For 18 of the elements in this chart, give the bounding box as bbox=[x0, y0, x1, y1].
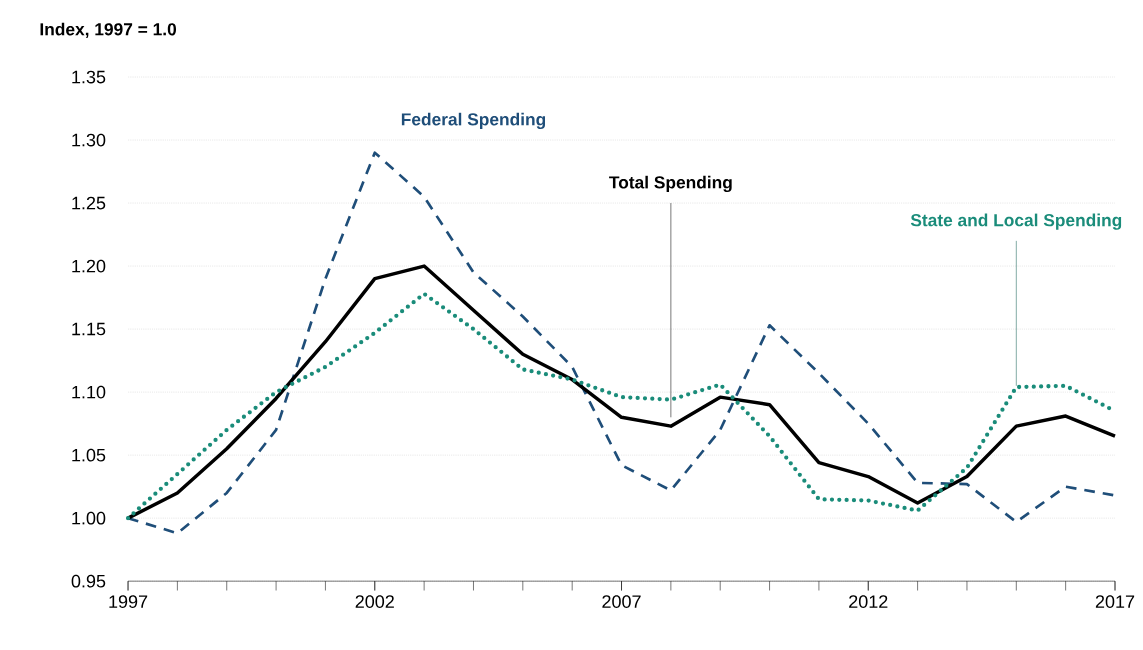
y-tick-label: 1.30 bbox=[72, 133, 106, 147]
y-tick-label: 1.25 bbox=[72, 196, 106, 210]
x-tick-label: 2017 bbox=[1095, 595, 1135, 608]
x-tick-label: 2007 bbox=[602, 595, 641, 608]
x-tick-label: 2012 bbox=[849, 595, 888, 608]
x-tick-label: 1997 bbox=[109, 595, 148, 608]
x-tick-label: 2002 bbox=[355, 595, 394, 608]
y-tick-label: 1.20 bbox=[72, 259, 106, 273]
y-tick-label: 1.10 bbox=[72, 385, 106, 399]
text: Total Spending bbox=[609, 175, 732, 192]
y-axis-title: Index, 1997 = 1.0 bbox=[40, 22, 177, 38]
y-tick-label: 1.15 bbox=[72, 322, 106, 336]
y-tick-label: 1.00 bbox=[72, 511, 106, 525]
y-tick-label: 1.35 bbox=[72, 70, 106, 84]
y-tick-label: 1.05 bbox=[72, 448, 106, 462]
text: State and Local Spending bbox=[910, 213, 1122, 230]
text: Federal Spending bbox=[401, 112, 546, 129]
y-tick-label: 0.95 bbox=[71, 574, 106, 588]
